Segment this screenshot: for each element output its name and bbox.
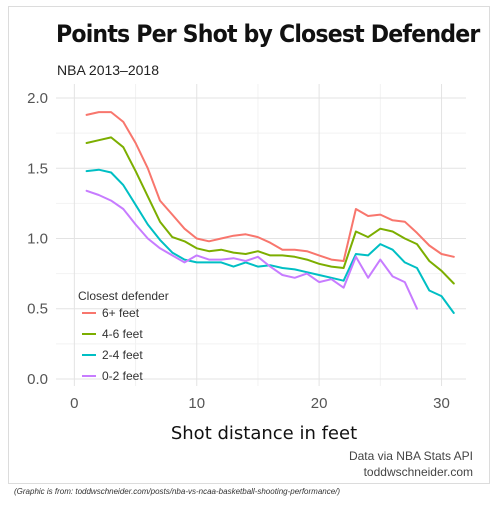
chart-frame	[8, 6, 490, 484]
x-axis-label: Shot distance in feet	[170, 423, 358, 444]
x-tick-label: 30	[433, 395, 450, 412]
x-tick-label: 10	[188, 395, 205, 412]
legend-label: 0-2 feet	[102, 369, 143, 383]
y-tick-label: 1.5	[27, 160, 48, 177]
series-line	[85, 168, 455, 314]
image-caption: (Graphic is from: toddwschneider.com/pos…	[14, 487, 341, 496]
tick-layer: 0.0 0.5 1.0 1.5 2.0 0 10 20 30	[27, 90, 450, 412]
series-layer	[85, 111, 455, 314]
series-line	[85, 111, 455, 262]
legend-label: 2-4 feet	[102, 348, 143, 362]
grid-layer	[56, 84, 466, 386]
series-line	[85, 136, 455, 285]
x-tick-label: 20	[311, 395, 328, 412]
legend-label: 4-6 feet	[102, 327, 143, 341]
chart-subtitle: NBA 2013–2018	[57, 62, 159, 78]
x-tick-label: 0	[70, 395, 78, 412]
source-credit: Data via NBA Stats API	[348, 449, 473, 463]
y-tick-label: 0.5	[27, 301, 48, 318]
chart-title: Points Per Shot by Closest Defender	[56, 20, 480, 48]
y-tick-label: 0.0	[27, 371, 48, 388]
legend-label: 6+ feet	[102, 306, 140, 320]
series-line	[85, 189, 418, 310]
legend: Closest defender 6+ feet 4-6 feet 2-4 feet 0…	[78, 289, 169, 383]
y-tick-label: 2.0	[27, 90, 48, 107]
legend-title: Closest defender	[78, 289, 169, 303]
y-tick-label: 1.0	[27, 231, 48, 248]
source-site: toddwschneider.com	[363, 465, 473, 479]
